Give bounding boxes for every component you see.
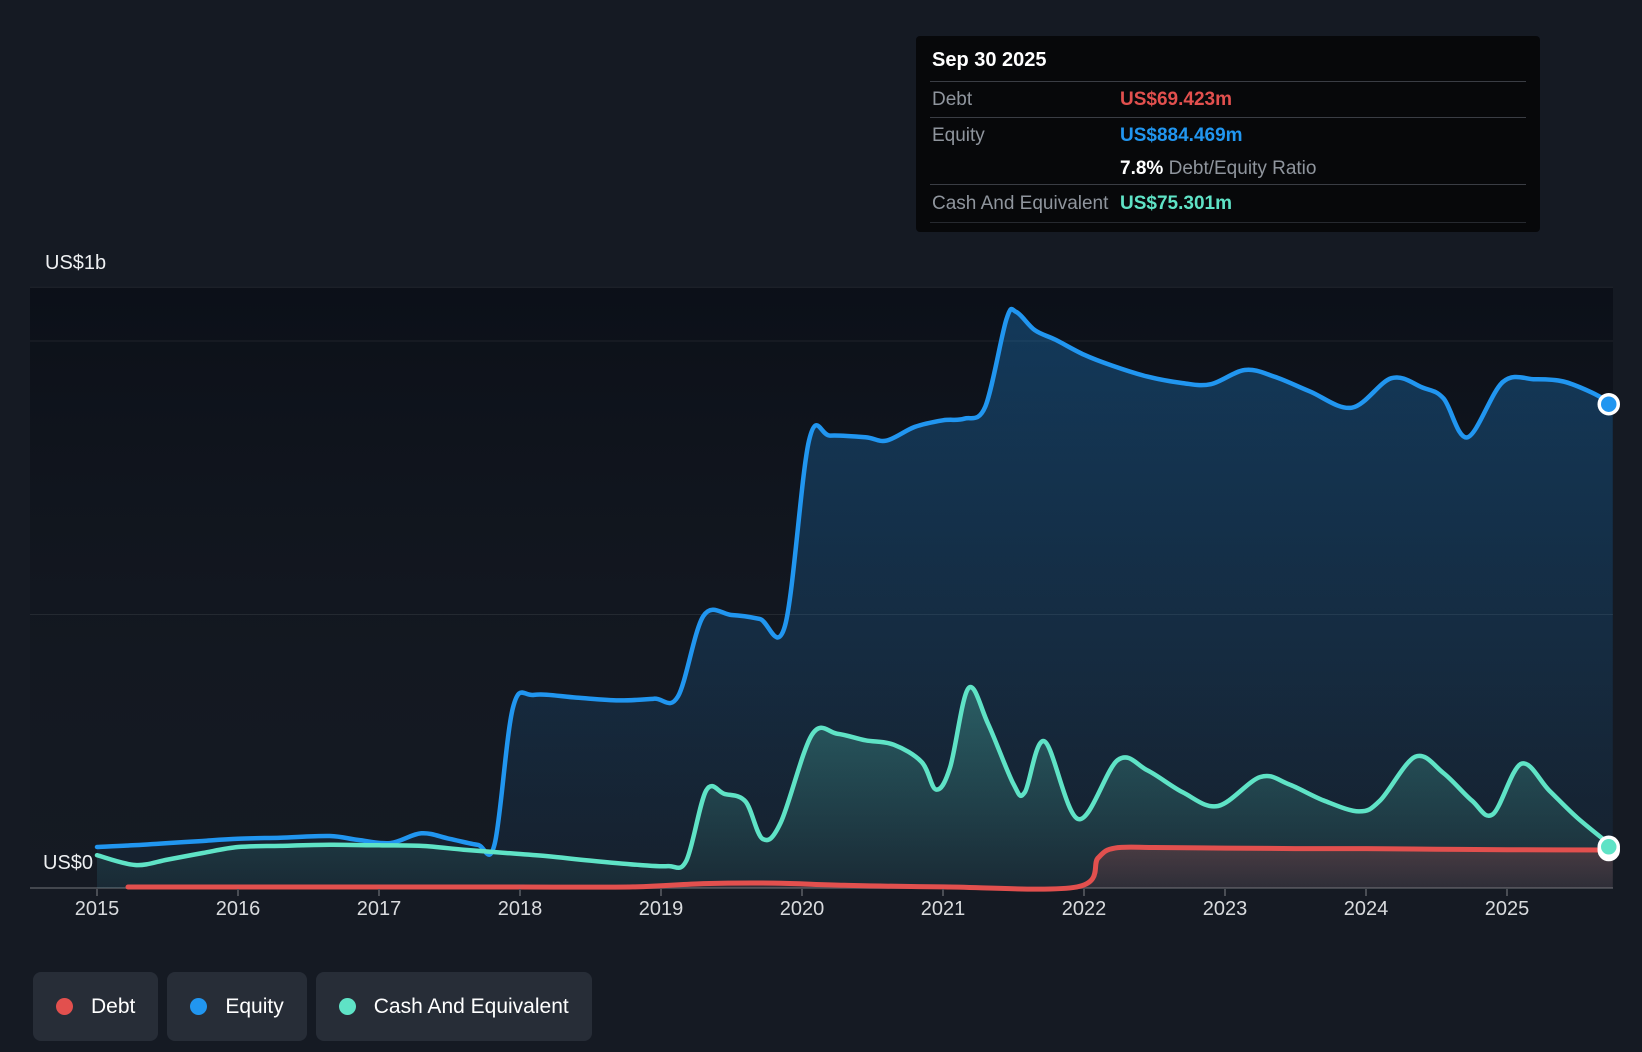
tooltip-debt-value: US$69.423m xyxy=(1120,88,1232,110)
tooltip-ratio-label: Debt/Equity Ratio xyxy=(1168,157,1317,179)
tooltip-row-ratio: 7.8% Debt/Equity Ratio xyxy=(930,153,1526,185)
tooltip-cash-value: US$75.301m xyxy=(1120,192,1232,214)
tooltip-row-cash: Cash And Equivalent US$75.301m xyxy=(930,185,1526,223)
x-tick-label: 2016 xyxy=(216,898,261,920)
cash-line xyxy=(94,684,1616,871)
chart-tooltip: Sep 30 2025 Debt US$69.423m Equity US$88… xyxy=(916,36,1540,232)
x-tick-label: 2023 xyxy=(1203,898,1248,920)
legend-cash-label: Cash And Equivalent xyxy=(373,994,569,1018)
x-tick-label: 2019 xyxy=(639,898,684,920)
debt-line xyxy=(125,844,1616,892)
x-tick-label: 2015 xyxy=(75,898,120,920)
tooltip-row-debt: Debt US$69.423m xyxy=(930,82,1526,118)
tooltip-ratio: 7.8% Debt/Equity Ratio xyxy=(1120,158,1524,180)
legend-debt-label: Debt xyxy=(91,994,136,1018)
balance-history-chart[interactable]: 2015 2016 2017 2018 2019 2020 2021 2022 2023 2024… xyxy=(0,0,1642,940)
end-marker-equity xyxy=(1597,392,1620,416)
legend-item-debt[interactable]: Debt xyxy=(33,972,159,1041)
tooltip-cash-label: Cash And Equivalent xyxy=(932,192,1109,214)
legend-equity-label: Equity xyxy=(225,994,284,1018)
equity-line xyxy=(94,306,1616,857)
tooltip-equity-label: Equity xyxy=(932,124,985,146)
debt-area xyxy=(128,847,1613,890)
legend-item-cash[interactable]: Cash And Equivalent xyxy=(315,972,592,1041)
equity-area xyxy=(97,308,1613,888)
tooltip-debt-label: Debt xyxy=(932,88,973,110)
x-tick-label: 2021 xyxy=(921,898,966,920)
end-markers xyxy=(1597,392,1620,862)
equity-series-dot-icon xyxy=(190,998,208,1015)
x-tick-label: 2017 xyxy=(357,898,402,920)
tooltip-ratio-value: 7.8% xyxy=(1120,157,1164,179)
end-marker-cash xyxy=(1597,835,1620,859)
legend-item-equity[interactable]: Equity xyxy=(167,972,307,1041)
y-axis-bottom-label: US$0 xyxy=(43,852,93,874)
tooltip-row-equity: Equity US$884.469m xyxy=(930,118,1526,153)
x-axis: 2015 2016 2017 2018 2019 2020 2021 2022 2023 2024… xyxy=(75,889,1530,920)
debt-series-dot-icon xyxy=(56,998,73,1015)
cash-series-dot-icon xyxy=(338,998,356,1015)
series-layer xyxy=(94,306,1616,892)
x-tick-label: 2020 xyxy=(780,898,825,920)
y-axis-top-label: US$1b xyxy=(45,252,106,274)
tooltip-equity-value: US$884.469m xyxy=(1120,124,1243,146)
cash-area xyxy=(97,687,1613,888)
x-tick-label: 2024 xyxy=(1344,898,1389,920)
tooltip-date: Sep 30 2025 xyxy=(930,36,1526,82)
x-tick-label: 2025 xyxy=(1485,898,1530,920)
chart-legend: Debt Equity Cash And Equivalent xyxy=(33,972,592,1041)
x-tick-label: 2018 xyxy=(498,898,543,920)
y-axis-labels: US$1b US$0 xyxy=(43,252,106,874)
x-tick-label: 2022 xyxy=(1062,898,1107,920)
